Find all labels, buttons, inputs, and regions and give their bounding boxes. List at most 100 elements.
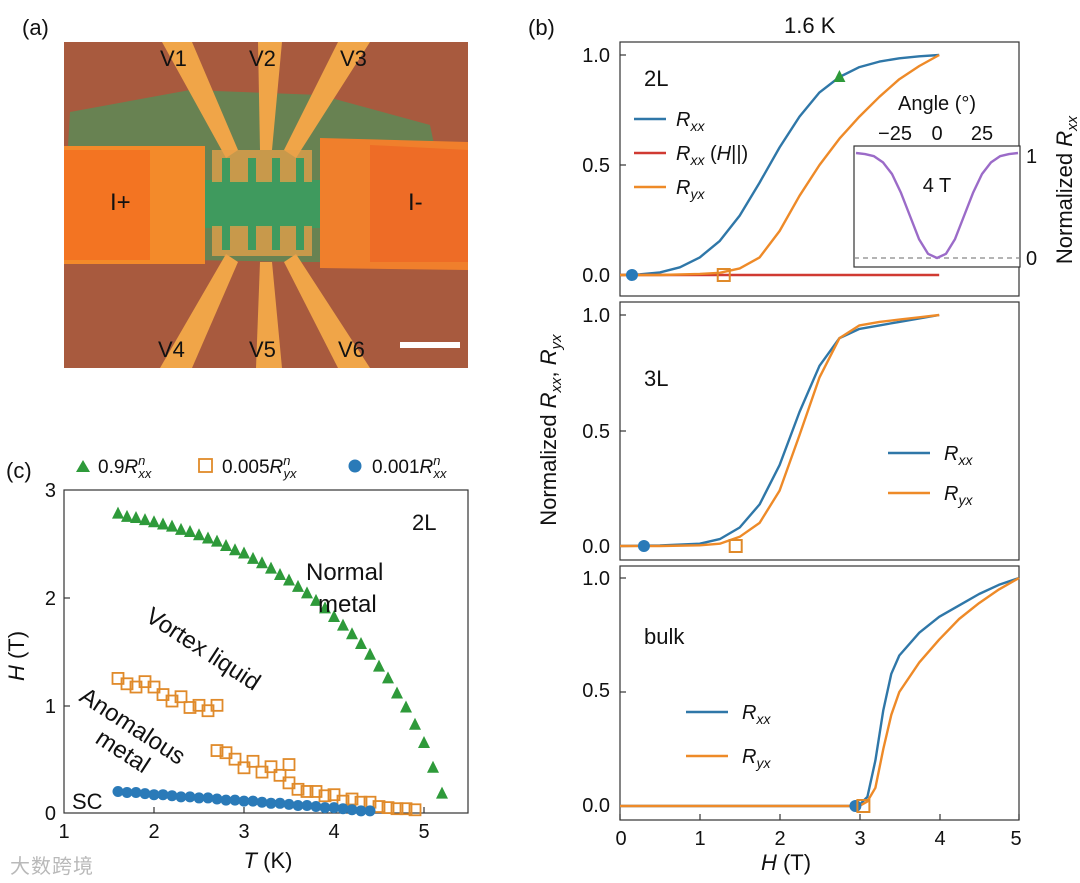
c-point-dot <box>139 788 151 800</box>
c-legend-triangle <box>76 460 90 472</box>
label-v2: V2 <box>249 46 276 71</box>
c-point-open-square <box>210 698 224 712</box>
c-legend-dot <box>348 459 362 473</box>
c-ylabel: H (T) <box>4 631 29 681</box>
c-point-triangle <box>292 579 304 592</box>
b2-marker-dot <box>637 540 650 552</box>
c-point-open-square <box>273 768 287 782</box>
c-point-triangle <box>157 517 169 530</box>
c-point-open-square <box>372 800 386 813</box>
c-point-dot <box>337 803 349 815</box>
c-point-dot <box>175 791 187 803</box>
c-ytick-1: 1 <box>45 696 56 718</box>
c-point-triangle <box>184 524 196 537</box>
c-point-triangle <box>265 561 277 574</box>
b2-legend-ryx: Ryx <box>944 483 973 508</box>
c-point-dot <box>364 805 376 817</box>
c-point-dot <box>220 794 232 806</box>
c-point-dot <box>130 787 142 799</box>
c-point-dot <box>193 792 205 804</box>
c-point-dot <box>328 802 340 814</box>
c-point-triangle <box>418 736 430 749</box>
label-v5: V5 <box>249 337 276 362</box>
c-point-dot <box>283 798 295 810</box>
c-point-open-square <box>264 760 278 774</box>
b-xtick-5: 5 <box>1010 828 1021 850</box>
b-xtick-0: 0 <box>615 828 626 850</box>
legend-rxx: Rxx <box>676 109 705 134</box>
inset-series-rxx <box>855 151 1019 260</box>
c-point-dot <box>112 785 124 797</box>
c-xtick-4: 4 <box>328 821 339 843</box>
b3-plot <box>620 576 1020 813</box>
label-v6: V6 <box>338 337 365 362</box>
b3-series-ryx <box>620 576 1020 808</box>
c-point-dot <box>157 789 169 801</box>
panel-b-label: (b) <box>528 15 555 40</box>
c-point-dot <box>202 792 214 804</box>
c-legend: 0.9Rn xx 0.005Rn yx 0.001Rn xx <box>76 453 447 481</box>
b1-series-ryx <box>620 53 940 277</box>
panel-a-label: (a) <box>22 15 49 40</box>
c-point-open-square <box>408 803 422 817</box>
inset-xtick-25: 25 <box>971 123 993 145</box>
c-xlabel: T (K) <box>244 848 293 873</box>
c-point-open-square <box>390 802 404 816</box>
c-point-dot <box>184 791 196 803</box>
c-xtick-3: 3 <box>238 821 249 843</box>
c-point-triangle <box>391 686 403 699</box>
inset-frame <box>853 145 1021 268</box>
label-v1: V1 <box>160 46 187 71</box>
c-point-triangle <box>310 593 322 606</box>
c-point-triangle <box>130 510 142 523</box>
inset-xtick-m25: −25 <box>878 123 912 145</box>
b2-marker-open-square <box>728 539 743 553</box>
b2-ytick-05: 0.5 <box>582 421 610 443</box>
c-point-open-square <box>282 776 296 790</box>
c-point-triangle <box>382 671 394 684</box>
b2-ytick-1: 1.0 <box>582 305 610 327</box>
c-point-open-square <box>120 677 134 691</box>
c-point-open-square <box>309 785 323 798</box>
b3-marker-open-square <box>856 799 871 813</box>
c-point-open-square <box>228 752 242 766</box>
c-xtick-2: 2 <box>148 821 159 843</box>
b2-series-rxx <box>619 313 940 548</box>
b-ylabel-left: Normalized Rxx, Ryx <box>536 334 565 526</box>
c-point-dot <box>319 802 331 814</box>
c-point-triangle <box>409 717 421 730</box>
c-point-triangle <box>175 522 187 535</box>
c-point-open-square <box>300 785 314 798</box>
inset-xtick-0: 0 <box>931 123 942 145</box>
c-point-triangle <box>229 543 241 556</box>
c-point-open-square <box>237 761 251 775</box>
c-frame <box>63 489 469 814</box>
c-point-open-square <box>165 694 179 708</box>
c-legend-2: 0.005Rn yx <box>222 453 297 481</box>
b1-legend: Rxx Rxx (H||) Ryx <box>634 109 748 202</box>
c-ytick-0: 0 <box>45 803 56 825</box>
c-point-triangle <box>121 509 133 522</box>
b3-legend: Rxx Ryx <box>686 702 771 771</box>
b1-sample: 2L <box>644 66 668 91</box>
c-point-triangle <box>211 534 223 547</box>
c-point-open-square <box>327 788 341 802</box>
c-point-triangle <box>148 515 160 528</box>
c-point-open-square <box>291 782 305 796</box>
c-point-dot <box>211 793 223 805</box>
b3-ytick-1: 1.0 <box>582 568 610 590</box>
inset-ytick-1: 1 <box>1026 146 1037 168</box>
c-point-dot <box>229 794 241 806</box>
c-point-triangle <box>139 513 151 526</box>
b-xtick-3: 3 <box>854 828 865 850</box>
b-xlabel: H (T) <box>761 850 811 875</box>
c-point-triangle <box>436 786 448 799</box>
c-point-triangle <box>220 538 232 551</box>
channel <box>205 180 320 228</box>
b2-legend-rxx: Rxx <box>944 443 973 468</box>
c-point-dot <box>355 805 367 817</box>
c-point-dot <box>166 790 178 802</box>
c-point-dot <box>238 795 250 807</box>
c-point-open-square <box>381 801 395 815</box>
